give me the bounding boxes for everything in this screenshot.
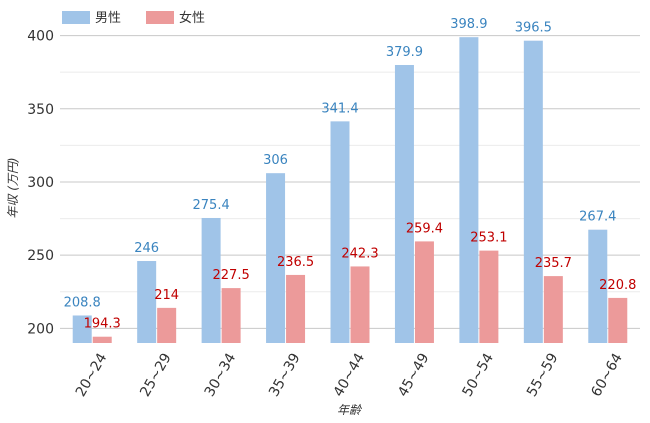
data-label-male: 208.8 (64, 295, 101, 310)
bar-female (479, 250, 499, 343)
data-label-female: 214 (154, 288, 179, 303)
bar-female (286, 274, 306, 343)
data-label-male: 246 (134, 241, 159, 256)
data-label-male: 379.9 (386, 45, 423, 60)
data-label-male: 398.9 (450, 17, 487, 32)
y-tick-label: 300 (27, 175, 54, 191)
data-label-female: 253.1 (470, 231, 507, 246)
x-tick-label: 50~54 (460, 351, 498, 400)
data-label-female: 259.4 (406, 221, 443, 236)
data-labels: 208.8 194.3 246 214 275.4 227.5 306 236.5 341.4 2… (64, 17, 637, 332)
x-tick-label: 40~44 (331, 351, 369, 400)
bars (72, 37, 628, 344)
data-label-male: 341.4 (321, 101, 358, 116)
legend-label: 男性 (95, 11, 121, 26)
x-tick-label: 55~59 (524, 351, 562, 400)
legend-label: 女性 (179, 10, 205, 26)
x-tick-label: 25~29 (137, 351, 175, 400)
y-axis: 200 250 300 350 400 (27, 29, 54, 338)
bar-female (608, 297, 628, 343)
y-tick-label: 350 (27, 102, 54, 118)
x-tick-label: 45~49 (395, 351, 433, 400)
bar-male (201, 217, 221, 343)
data-label-female: 242.3 (341, 246, 378, 261)
bar-male (72, 315, 92, 343)
legend-swatch (62, 11, 90, 24)
bar-male (394, 64, 414, 344)
data-label-female: 235.7 (535, 256, 572, 271)
legend: 男性 女性 (62, 10, 205, 26)
bar-female (350, 266, 370, 343)
x-tick-label: 35~39 (266, 351, 304, 400)
bar-male (588, 229, 608, 343)
y-axis-title: 年収 (万円) (6, 157, 20, 218)
bar-male (523, 40, 543, 344)
data-label-female: 236.5 (277, 255, 314, 270)
data-label-male: 306 (263, 153, 288, 168)
bar-female (414, 241, 434, 343)
x-tick-label: 30~34 (202, 351, 240, 400)
y-tick-label: 400 (27, 29, 54, 45)
x-tick-label: 20~24 (73, 351, 111, 400)
bar-female (92, 336, 112, 343)
data-label-male: 396.5 (515, 21, 552, 36)
bar-female (543, 276, 563, 343)
bar-male (459, 37, 479, 344)
x-axis-title: 年齢 (337, 403, 363, 417)
bar-male (137, 261, 157, 343)
y-tick-label: 250 (27, 248, 54, 264)
bar-male (266, 173, 286, 343)
y-tick-label: 200 (27, 321, 54, 337)
bar-female (221, 288, 241, 343)
x-tick-label: 60~64 (588, 351, 626, 400)
grid-lines (60, 35, 640, 329)
legend-swatch (146, 11, 174, 24)
data-label-male: 267.4 (579, 210, 616, 225)
data-label-male: 275.4 (193, 198, 230, 213)
bar-female (157, 307, 177, 343)
x-axis: 20~24 25~29 30~34 35~39 40~44 45~49 50~54 55~59… (73, 351, 626, 400)
data-label-female: 194.3 (84, 317, 121, 332)
data-label-female: 220.8 (599, 278, 636, 293)
data-label-female: 227.5 (213, 268, 250, 283)
bar-male (330, 121, 350, 343)
